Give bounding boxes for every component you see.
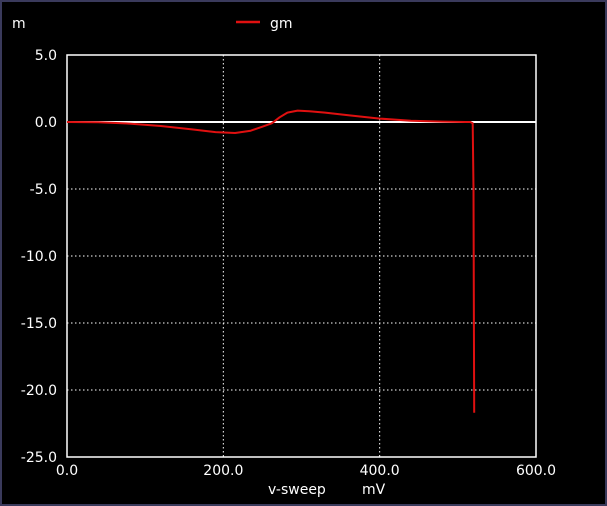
x-tick-label: 200.0: [203, 463, 243, 479]
grid-lines: [67, 55, 536, 457]
y-tick-label: 5.0: [35, 48, 57, 64]
y-tick-label: -20.0: [21, 383, 57, 399]
x-tick-label: 400.0: [360, 463, 400, 479]
y-tick-label: -25.0: [21, 450, 57, 466]
y-tick-label: 0.0: [35, 115, 57, 131]
x-tick-labels: 0.0 200.0 400.0 600.0: [56, 463, 556, 479]
y-tick-label: -10.0: [21, 249, 57, 265]
x-tick-label: 600.0: [516, 463, 556, 479]
y-tick-labels: 5.0 0.0 -5.0 -10.0 -15.0 -20.0 -25.0: [21, 48, 57, 466]
x-axis-label: v-sweep: [268, 482, 326, 498]
y-tick-label: -5.0: [30, 182, 57, 198]
plot-area-border: [66, 54, 537, 458]
x-axis-unit: mV: [362, 482, 386, 498]
legend-label-gm: gm: [270, 16, 293, 32]
x-tick-label: 0.0: [56, 463, 78, 479]
series-line-gm: [66, 109, 476, 413]
y-tick-label: -15.0: [21, 316, 57, 332]
y-unit-prefix: m: [12, 16, 26, 32]
